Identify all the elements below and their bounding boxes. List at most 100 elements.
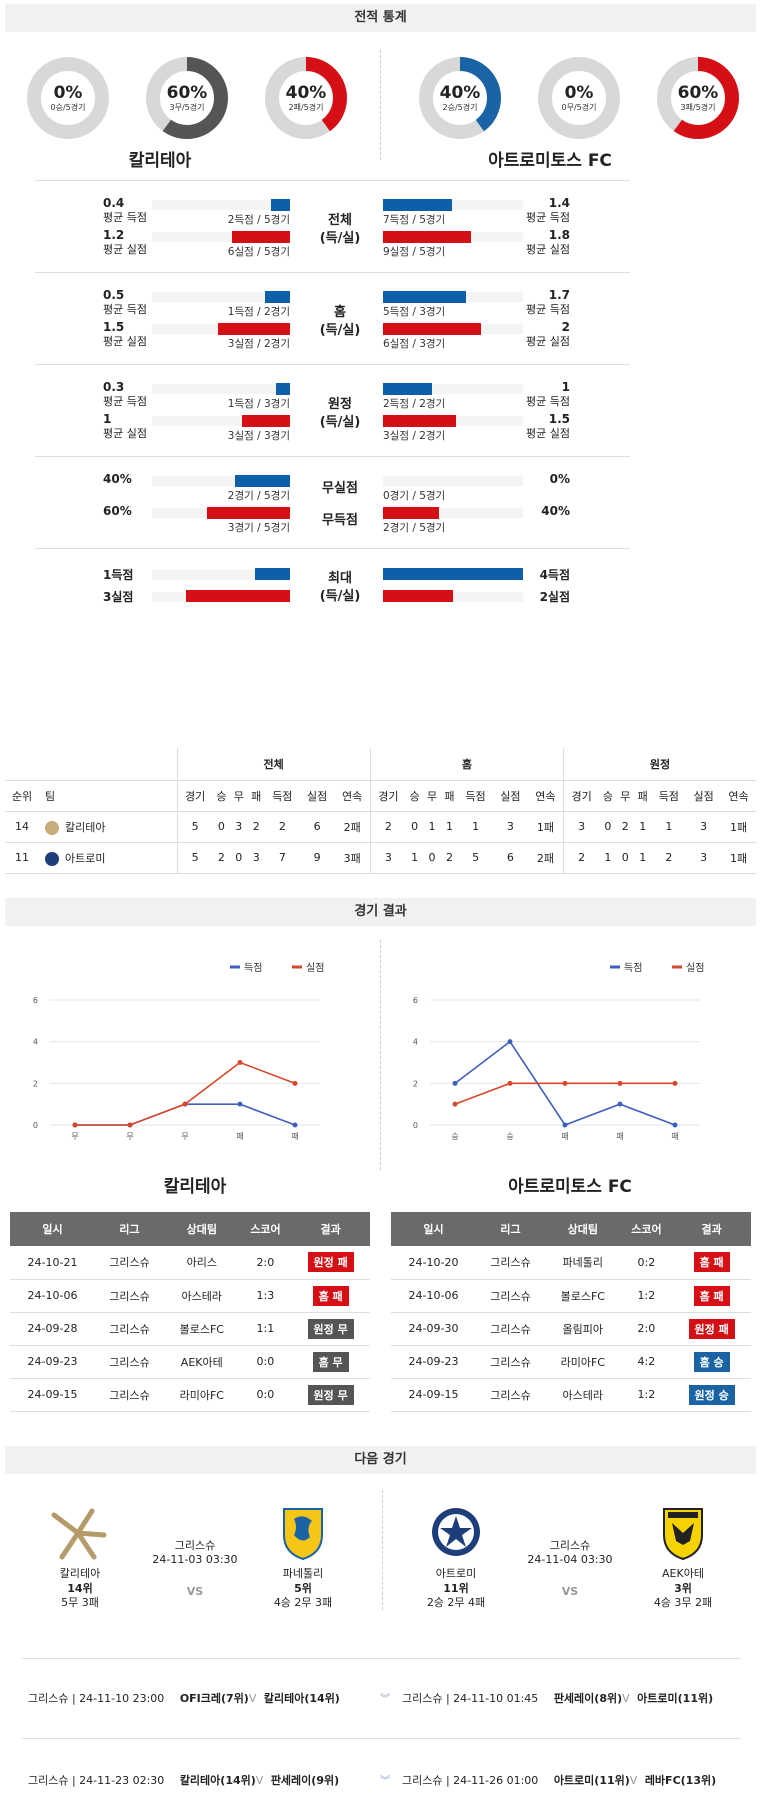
data-point (672, 1080, 678, 1086)
upcoming-info: 그리스슈 | 24-11-26 01:00 (402, 1774, 539, 1787)
results-header: 스코어 (239, 1212, 292, 1246)
kallithea-logo-icon (45, 820, 59, 835)
stat-cell: 2 (651, 842, 687, 874)
standings-table: 전체 홈 원정 순위 팀 경기 승 무 패 득점 실점 연속 경기 승 무 패 득점 실점 연속 경기 승 무 패 득점 실점 연… (5, 748, 756, 874)
next-vs: VS (561, 1585, 579, 1598)
stat-bar (207, 507, 290, 519)
results-row: 24-09-15 그리스슈 라미아FC 0:0 원정 무 (10, 1378, 370, 1412)
chevron-down-icon[interactable]: ︾ (380, 1776, 390, 1787)
donut-sub: 3패/5경기 (681, 102, 716, 112)
rank-header: 순위 (5, 780, 39, 812)
section-title-stats: 전적 통계 (5, 4, 756, 32)
x-tick-label: 무 (181, 1132, 188, 1141)
next-vs: VS (186, 1585, 204, 1598)
results-row: 24-09-15 그리스슈 아스테라 1:2 원정 승 (391, 1378, 751, 1412)
team-header: 팀 (39, 780, 177, 812)
y-tick-label: 6 (413, 996, 418, 1005)
bar-track (152, 476, 290, 486)
upcoming-vs: V (622, 1692, 630, 1705)
data-point (562, 1080, 568, 1086)
x-tick-label: 패 (236, 1131, 243, 1141)
result-league: 그리스슈 (476, 1378, 545, 1412)
series-line (75, 1061, 296, 1126)
divider (35, 364, 630, 365)
stat-value: 1.8 (548, 228, 570, 242)
result-badge: 원정 무 (307, 1318, 354, 1339)
stat-bar (255, 568, 290, 580)
standings-group-header: 전체 (176, 748, 371, 781)
data-point (237, 1101, 243, 1107)
donut-chart: 40%2승/5경기 (419, 57, 501, 139)
stat-cell: 1 (440, 811, 459, 843)
team-cell: 칼리테아 (39, 811, 177, 843)
upcoming-team: 칼리테아(14위) (263, 1692, 340, 1705)
result-cell: 원정 패 (672, 1312, 751, 1346)
standings-group-header: 홈 (369, 748, 564, 781)
stat-cell: 0 (405, 811, 424, 843)
result-date: 24-10-06 (10, 1279, 96, 1313)
stat-count: 3실점 / 3경기 (227, 430, 290, 442)
col-header: 득점 (458, 780, 493, 812)
stat-cell: 2 (616, 811, 634, 843)
stat-value: 1 (103, 412, 112, 426)
col-header: 승 (212, 780, 231, 812)
bar-track (152, 384, 290, 394)
col-header: 실점 (686, 780, 722, 812)
stat-count: 7득점 / 5경기 (383, 214, 446, 226)
divider (35, 548, 630, 549)
stat-cell: 2 (563, 842, 600, 874)
stat-desc: 평균 실점 (526, 243, 570, 256)
results-row: 24-09-23 그리스슈 AEK아테 0:0 홈 무 (10, 1345, 370, 1379)
stat-cell: 2패 (334, 811, 371, 843)
next-team-rank: 3위 (674, 1582, 692, 1595)
stat-bar (242, 415, 290, 427)
upcoming-team: 판세레이(9위) (270, 1774, 340, 1787)
stat-cell: 2패 (527, 842, 564, 874)
upcoming-match: 그리스슈 | 24-11-26 01:00 아트로미(11위)V 레바FC(13… (402, 1772, 716, 1788)
results-row: 24-09-28 그리스슈 볼로스FC 1:1 원정 무 (10, 1312, 370, 1346)
home-results-table: 일시 리그 상대팀 스코어 결과 24-10-21 그리스슈 아리스 2:0 원정 패 24-10-… (10, 1212, 370, 1412)
result-cell: 원정 무 (291, 1378, 370, 1412)
col-header: 연속 (527, 780, 564, 812)
home-team-name: 칼리테아 (163, 1177, 227, 1197)
donut-percent: 0% (565, 83, 594, 103)
clean-label: 무실점 (322, 481, 358, 496)
results-row: 24-09-30 그리스슈 올림피아 2:0 원정 패 (391, 1312, 751, 1346)
stat-value: 0.3 (103, 380, 125, 394)
next-team-record: 5무 3패 (61, 1596, 99, 1609)
upcoming-match: 그리스슈 | 24-11-10 23:00 OFI크레(7위)V 칼리테아(14… (28, 1690, 340, 1706)
result-score: 0:2 (620, 1246, 673, 1280)
stat-cell: 3 (563, 811, 600, 843)
result-badge: 홈 승 (693, 1351, 730, 1372)
data-point (237, 1060, 243, 1065)
results-header: 리그 (95, 1212, 164, 1246)
donut-chart: 40%2패/5경기 (265, 57, 347, 139)
group-sublabel: (득/실) (319, 323, 361, 338)
stat-desc: 평균 실점 (103, 335, 147, 348)
stat-count: 9실점 / 5경기 (383, 246, 446, 258)
stat-bar (383, 568, 523, 580)
col-header: 패 (247, 780, 265, 812)
result-cell: 원정 무 (291, 1312, 370, 1346)
bar-track (383, 508, 523, 518)
col-header: 경기 (369, 780, 406, 812)
stat-cell: 2 (247, 811, 265, 843)
donut-arc (657, 57, 739, 139)
next-league: 그리스슈 (549, 1539, 591, 1552)
result-league: 그리스슈 (95, 1312, 164, 1346)
bar-track (383, 592, 523, 602)
donut-chart: 60%3패/5경기 (657, 57, 739, 139)
upcoming-team: 아트로미(11위) (637, 1692, 714, 1705)
stat-bar (218, 323, 290, 335)
stat-cell: 3 (230, 811, 248, 843)
stat-value: 40% (541, 504, 570, 518)
results-row: 24-10-06 그리스슈 볼로스FC 1:2 홈 패 (391, 1279, 751, 1313)
stat-cell: 2 (264, 811, 300, 843)
next-team-rank: 14위 (67, 1582, 93, 1595)
stat-cell: 0 (599, 811, 617, 843)
chevron-down-icon[interactable]: ︾ (380, 1694, 390, 1705)
y-tick-label: 6 (33, 996, 38, 1005)
legend-label: 실점 (306, 962, 324, 974)
result-opp: AEK아테 (163, 1345, 240, 1379)
empty-cell (5, 748, 39, 781)
